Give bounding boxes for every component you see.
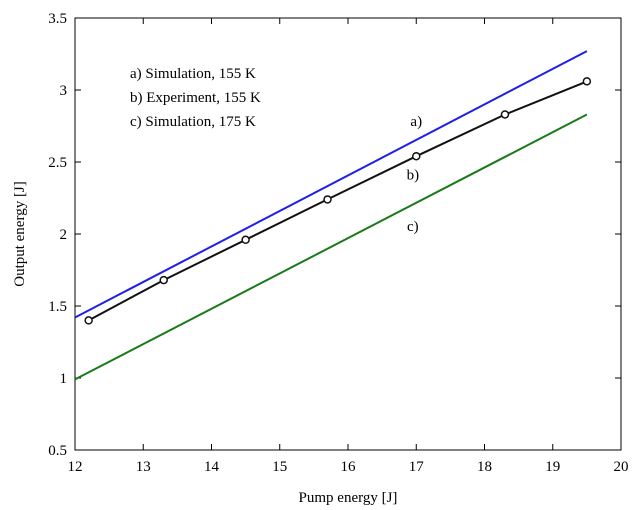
x-tick-label: 18: [477, 459, 492, 475]
legend: a) Simulation, 155 K b) Experiment, 155 K…: [130, 66, 261, 130]
series-group: [74, 50, 592, 381]
data-point: [159, 275, 168, 285]
data-point: [241, 235, 250, 245]
y-tick-label: 1: [60, 371, 68, 387]
x-tick-label: 14: [204, 459, 220, 475]
data-point: [412, 151, 421, 161]
data-point: [500, 110, 510, 119]
x-tick-label: 17: [409, 459, 425, 475]
series-annotation: b): [407, 167, 420, 183]
x-tick-label: 19: [545, 459, 560, 475]
data-point: [323, 195, 332, 204]
series-annotation: c): [407, 219, 419, 235]
series-line-1: [74, 50, 588, 319]
legend-entry: c) Simulation, 175 K: [130, 114, 256, 130]
data-point: [84, 316, 93, 325]
x-tick-label: 20: [614, 459, 629, 475]
x-tick-label: 13: [136, 459, 151, 475]
y-tick-label: 3.5: [48, 11, 67, 27]
legend-entry: a) Simulation, 155 K: [130, 66, 256, 82]
y-tick-label: 0.5: [48, 443, 67, 459]
x-tick-label: 15: [272, 459, 287, 475]
x-tick-label: 16: [341, 459, 357, 475]
x-axis-title: Pump energy [J]: [299, 490, 398, 506]
y-tick-label: 2.5: [48, 155, 67, 171]
plot-frame: [74, 17, 622, 451]
annotation-group: a) b) c): [407, 114, 422, 235]
legend-entry: b) Experiment, 155 K: [130, 90, 261, 106]
y-tick-label: 2: [60, 227, 68, 243]
y-tick-label: 3: [60, 83, 68, 99]
tick-group: 12 13 14 15 16 17 18 19 20 0.5 1 1.5 2 2.5 3 3.5: [48, 11, 628, 475]
y-axis-title: Output energy [J]: [12, 181, 28, 287]
x-tick-label: 12: [68, 459, 83, 475]
series-annotation: a): [410, 114, 422, 130]
series-line-3: [74, 113, 588, 381]
y-tick-label: 1.5: [48, 299, 67, 315]
data-point: [582, 77, 592, 86]
